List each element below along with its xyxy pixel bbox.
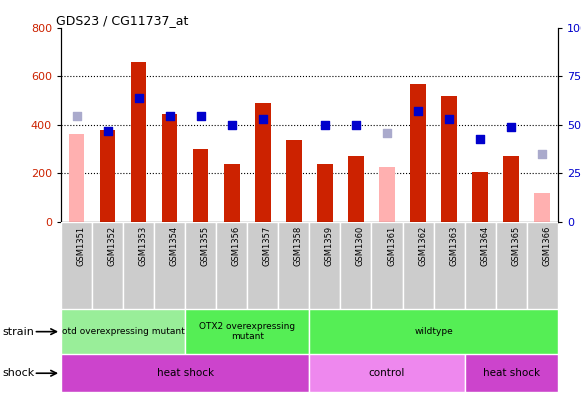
Text: GDS23 / CG11737_at: GDS23 / CG11737_at <box>56 13 188 27</box>
Point <box>444 116 454 122</box>
Text: GSM1360: GSM1360 <box>356 226 365 267</box>
Text: GSM1364: GSM1364 <box>480 226 489 267</box>
Bar <box>371 222 403 309</box>
Bar <box>248 222 278 309</box>
Bar <box>61 354 309 392</box>
Text: heat shock: heat shock <box>483 368 540 378</box>
Point <box>258 116 267 122</box>
Bar <box>309 309 558 354</box>
Text: shock: shock <box>3 368 35 378</box>
Bar <box>410 84 426 222</box>
Bar <box>317 164 333 222</box>
Text: GSM1361: GSM1361 <box>387 226 396 267</box>
Bar <box>465 354 558 392</box>
Bar <box>69 134 84 222</box>
Text: GSM1362: GSM1362 <box>418 226 427 267</box>
Bar <box>340 222 371 309</box>
Bar <box>61 309 185 354</box>
Bar <box>224 164 239 222</box>
Bar <box>309 222 340 309</box>
Text: otd overexpressing mutant: otd overexpressing mutant <box>62 327 185 336</box>
Bar <box>472 171 488 222</box>
Bar <box>433 222 465 309</box>
Text: strain: strain <box>3 327 35 337</box>
Text: heat shock: heat shock <box>157 368 214 378</box>
Point <box>72 113 81 120</box>
Bar <box>403 222 433 309</box>
Point <box>165 113 174 120</box>
Bar <box>286 140 302 222</box>
Text: GSM1366: GSM1366 <box>542 226 551 267</box>
Text: GSM1363: GSM1363 <box>449 226 458 267</box>
Bar <box>185 222 216 309</box>
Bar <box>123 222 154 309</box>
Bar <box>442 95 457 222</box>
Text: OTX2 overexpressing
mutant: OTX2 overexpressing mutant <box>199 322 295 341</box>
Point <box>196 113 205 120</box>
Point <box>320 122 329 128</box>
Text: GSM1355: GSM1355 <box>200 226 210 266</box>
Text: control: control <box>369 368 405 378</box>
Bar <box>131 62 146 222</box>
Text: GSM1354: GSM1354 <box>170 226 179 266</box>
Bar <box>527 222 558 309</box>
Bar <box>61 222 92 309</box>
Point <box>475 136 485 143</box>
Bar <box>503 156 519 222</box>
Point <box>382 130 392 136</box>
Bar <box>255 103 271 222</box>
Bar <box>278 222 309 309</box>
Bar <box>465 222 496 309</box>
Bar <box>309 354 465 392</box>
Text: GSM1359: GSM1359 <box>325 226 334 266</box>
Bar <box>154 222 185 309</box>
Point <box>352 122 361 128</box>
Bar <box>162 114 177 222</box>
Text: GSM1356: GSM1356 <box>232 226 241 267</box>
Bar <box>496 222 527 309</box>
Bar <box>379 167 394 222</box>
Text: wildtype: wildtype <box>414 327 453 336</box>
Text: GSM1365: GSM1365 <box>511 226 520 267</box>
Text: GSM1353: GSM1353 <box>139 226 148 267</box>
Point <box>103 128 112 134</box>
Text: GSM1358: GSM1358 <box>294 226 303 267</box>
Bar <box>100 129 116 222</box>
Point <box>537 150 547 157</box>
Bar <box>348 156 364 222</box>
Bar <box>216 222 248 309</box>
Bar <box>185 309 309 354</box>
Point <box>227 122 236 128</box>
Point <box>414 108 423 114</box>
Text: GSM1351: GSM1351 <box>77 226 85 266</box>
Bar <box>92 222 123 309</box>
Text: GSM1357: GSM1357 <box>263 226 272 267</box>
Bar <box>193 149 209 222</box>
Point <box>134 95 144 101</box>
Bar <box>535 192 550 222</box>
Text: GSM1352: GSM1352 <box>107 226 117 266</box>
Point <box>507 124 516 130</box>
